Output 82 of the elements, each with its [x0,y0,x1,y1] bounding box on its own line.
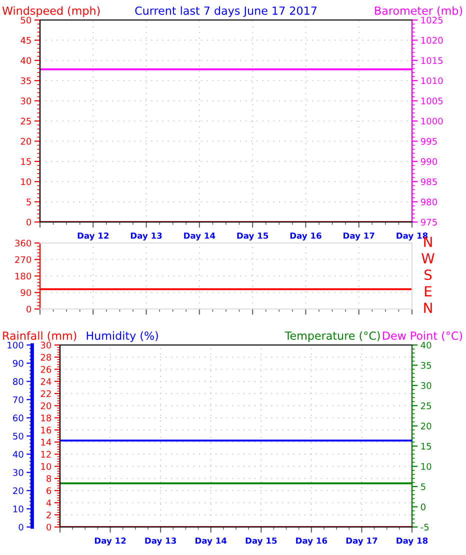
y-tick-label: 180 [15,272,32,280]
y-tick-label: 35 [20,77,31,84]
y2-tick-label: 0 [420,504,426,510]
text: N [424,236,432,247]
y-tick-label: 10 [41,463,52,470]
y2-tick-label: 1020 [421,36,443,44]
y2-tick-label: 980 [420,198,437,206]
y2-axis-title: Barometer (mb) [375,6,462,16]
y-tick-label: 14 [41,438,52,446]
y-tick-label: 15 [21,158,31,165]
x-tick-label: Day 16 [296,538,328,546]
x-tick-label: Day 18 [396,538,428,546]
y-tick-label: 6 [46,487,52,494]
y-tick-label: 45 [20,37,31,44]
y2-tick-label: 10 [421,463,432,470]
chart-title: Current last 7 days June 17 2017 [135,6,316,17]
y-tick-label: 30 [40,342,52,349]
text: S [424,270,432,280]
x-tick-label: Day 17 [346,538,378,546]
y-tick-label: 270 [15,256,32,264]
text: Dew Point (°C) [382,331,462,342]
x-tick-label: Day 16 [290,232,322,240]
y-tick-label: 4 [46,500,52,506]
y-tick-label: 2 [46,512,51,518]
x-tick-label: Day 13 [130,232,162,240]
y-tick-label: 360 [15,240,32,247]
x-tick-label: Day 14 [184,232,216,240]
y-tick-label: 5 [26,198,31,206]
x-tick-label: Day 12 [78,232,109,240]
y-axis-title: Windspeed (mph) [2,6,100,17]
text: N [424,302,432,313]
y-tick-label: 20 [20,138,32,145]
x-tick-label: Day 13 [145,538,176,546]
y-tick-label: 90 [20,289,32,296]
y-tick-label: 18 [41,414,52,422]
y-tick-label: 10 [21,178,32,186]
y2-tick-label: 30 [421,382,432,390]
y-tick-label: 8 [46,475,52,482]
y2-tick-label: 1005 [421,98,443,104]
y2-tick-label: 20 [420,422,432,430]
y2-tick-label: 995 [420,138,437,145]
y-tick-label: 20 [40,402,52,410]
y2-tick-label: 15 [421,442,432,450]
y-tick-label: 25 [20,118,31,125]
y2-tick-label: 975 [420,218,437,226]
y2-axis-title: Temperature (°C) [284,331,380,342]
y3-tick-label: 100 [8,342,24,349]
y2-tick-label: 1015 [421,57,443,64]
y-tick-label: 16 [41,426,52,434]
y3-tick-label: 70 [13,396,24,404]
y-tick-label: 12 [41,450,51,458]
y2-tick-label: 25 [420,402,432,410]
y3-tick-label: 60 [13,414,24,422]
y2-tick-label: 35 [421,362,432,369]
y2-tick-label: 1010 [421,77,443,84]
y-tick-label: 28 [40,354,52,361]
y-axis-title: Rainfall (mm) [3,331,76,342]
text: E [424,286,432,296]
y2-tick-label: 990 [420,158,437,165]
x-tick-label: Day 17 [344,232,374,240]
y2-tick-label: 985 [420,178,437,186]
y-tick-label: 24 [40,378,52,385]
y-tick-label: 30 [20,98,32,104]
x-tick-label: Day 14 [196,538,227,546]
text: W [422,253,434,264]
y-tick-label: 0 [46,524,52,531]
y2-tick-label: 40 [420,342,432,349]
y2-tick-label: 5 [421,483,426,490]
x-tick-label: Day 12 [94,538,126,546]
y2-tick-label: -5 [420,524,429,531]
y3-axis-title: Humidity (%) [86,331,158,342]
y-tick-label: 40 [20,57,32,64]
y2-tick-label: 1025 [421,16,443,24]
y3-tick-label: 80 [13,378,24,385]
x-tick-label: Day 15 [246,538,277,546]
y-tick-label: 0 [26,306,32,313]
x-tick-label: Day 15 [237,232,268,240]
y-tick-label: 50 [20,16,32,24]
y2-tick-label: 1000 [421,118,443,125]
y-tick-label: 26 [40,366,52,373]
y-tick-label: 0 [26,218,32,226]
y-tick-label: 22 [40,390,51,397]
